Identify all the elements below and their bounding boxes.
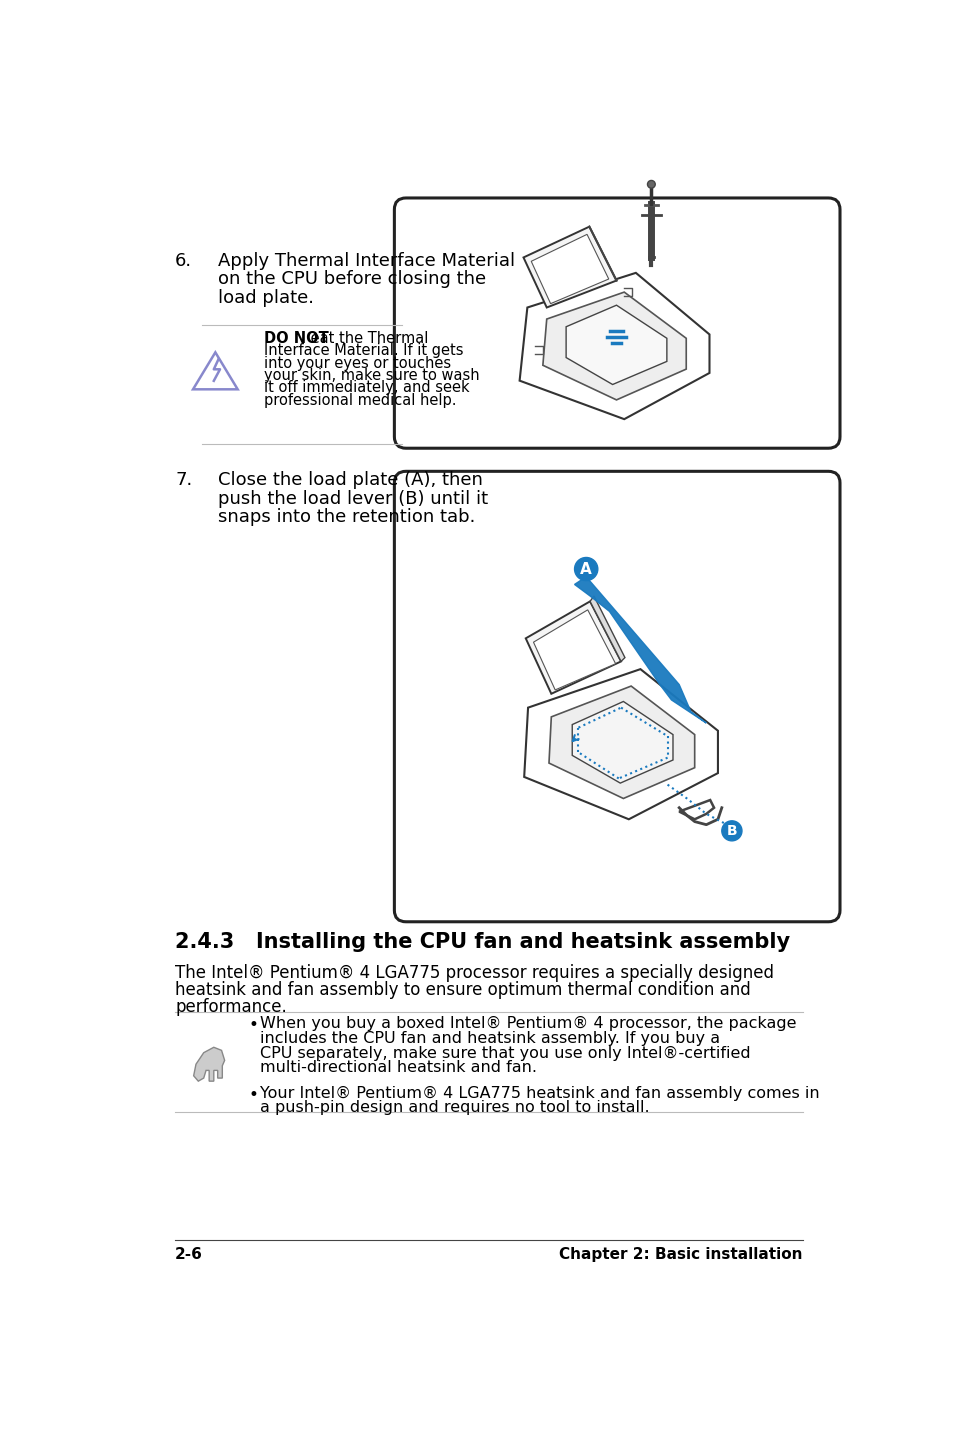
Circle shape	[721, 821, 741, 841]
Text: Close the load plate (A), then: Close the load plate (A), then	[217, 472, 482, 489]
Polygon shape	[525, 601, 620, 693]
Text: push the load lever (B) until it: push the load lever (B) until it	[217, 490, 487, 508]
Text: snaps into the retention tab.: snaps into the retention tab.	[217, 508, 475, 526]
Text: The Intel® Pentium® 4 LGA775 processor requires a specially designed: The Intel® Pentium® 4 LGA775 processor r…	[174, 963, 773, 982]
Polygon shape	[574, 577, 705, 723]
Text: Chapter 2: Basic installation: Chapter 2: Basic installation	[558, 1248, 802, 1263]
Text: into your eyes or touches: into your eyes or touches	[264, 355, 451, 371]
Text: your skin, make sure to wash: your skin, make sure to wash	[264, 368, 479, 383]
FancyBboxPatch shape	[394, 198, 840, 449]
Text: Apply Thermal Interface Material: Apply Thermal Interface Material	[217, 252, 515, 270]
Polygon shape	[565, 305, 666, 384]
Polygon shape	[590, 595, 624, 661]
Text: it off immediately, and seek: it off immediately, and seek	[264, 381, 469, 395]
Text: CPU separately, make sure that you use only Intel®-certified: CPU separately, make sure that you use o…	[260, 1045, 750, 1061]
Text: heatsink and fan assembly to ensure optimum thermal condition and: heatsink and fan assembly to ensure opti…	[174, 981, 750, 999]
Polygon shape	[533, 610, 615, 690]
Text: 2.4.3   Installing the CPU fan and heatsink assembly: 2.4.3 Installing the CPU fan and heatsin…	[174, 932, 789, 952]
Text: professional medical help.: professional medical help.	[264, 393, 456, 408]
Text: 6.: 6.	[174, 252, 192, 270]
Text: DO NOT: DO NOT	[264, 331, 329, 347]
Polygon shape	[523, 227, 616, 308]
Circle shape	[647, 180, 655, 188]
FancyBboxPatch shape	[394, 472, 840, 922]
Text: •: •	[249, 1086, 258, 1104]
Text: on the CPU before closing the: on the CPU before closing the	[217, 270, 485, 289]
Text: a push-pin design and requires no tool to install.: a push-pin design and requires no tool t…	[260, 1100, 649, 1116]
Circle shape	[574, 558, 598, 581]
Text: Your Intel® Pentium® 4 LGA775 heatsink and fan assembly comes in: Your Intel® Pentium® 4 LGA775 heatsink a…	[260, 1086, 819, 1102]
Text: Interface Material. If it gets: Interface Material. If it gets	[264, 344, 463, 358]
Polygon shape	[542, 292, 685, 400]
Text: When you buy a boxed Intel® Pentium® 4 processor, the package: When you buy a boxed Intel® Pentium® 4 p…	[260, 1017, 796, 1031]
Text: performance.: performance.	[174, 998, 287, 1017]
Polygon shape	[193, 1047, 224, 1081]
Text: 2-6: 2-6	[174, 1248, 203, 1263]
Text: •: •	[249, 1017, 258, 1034]
Text: A: A	[579, 561, 592, 577]
Text: 7.: 7.	[174, 472, 193, 489]
Text: B: B	[726, 824, 737, 838]
Polygon shape	[548, 686, 694, 798]
Polygon shape	[531, 234, 608, 303]
Text: multi-directional heatsink and fan.: multi-directional heatsink and fan.	[260, 1060, 537, 1076]
Polygon shape	[572, 702, 672, 784]
Text: eat the Thermal: eat the Thermal	[306, 331, 428, 347]
Text: load plate.: load plate.	[217, 289, 314, 306]
Text: includes the CPU fan and heatsink assembly. If you buy a: includes the CPU fan and heatsink assemb…	[260, 1031, 720, 1045]
